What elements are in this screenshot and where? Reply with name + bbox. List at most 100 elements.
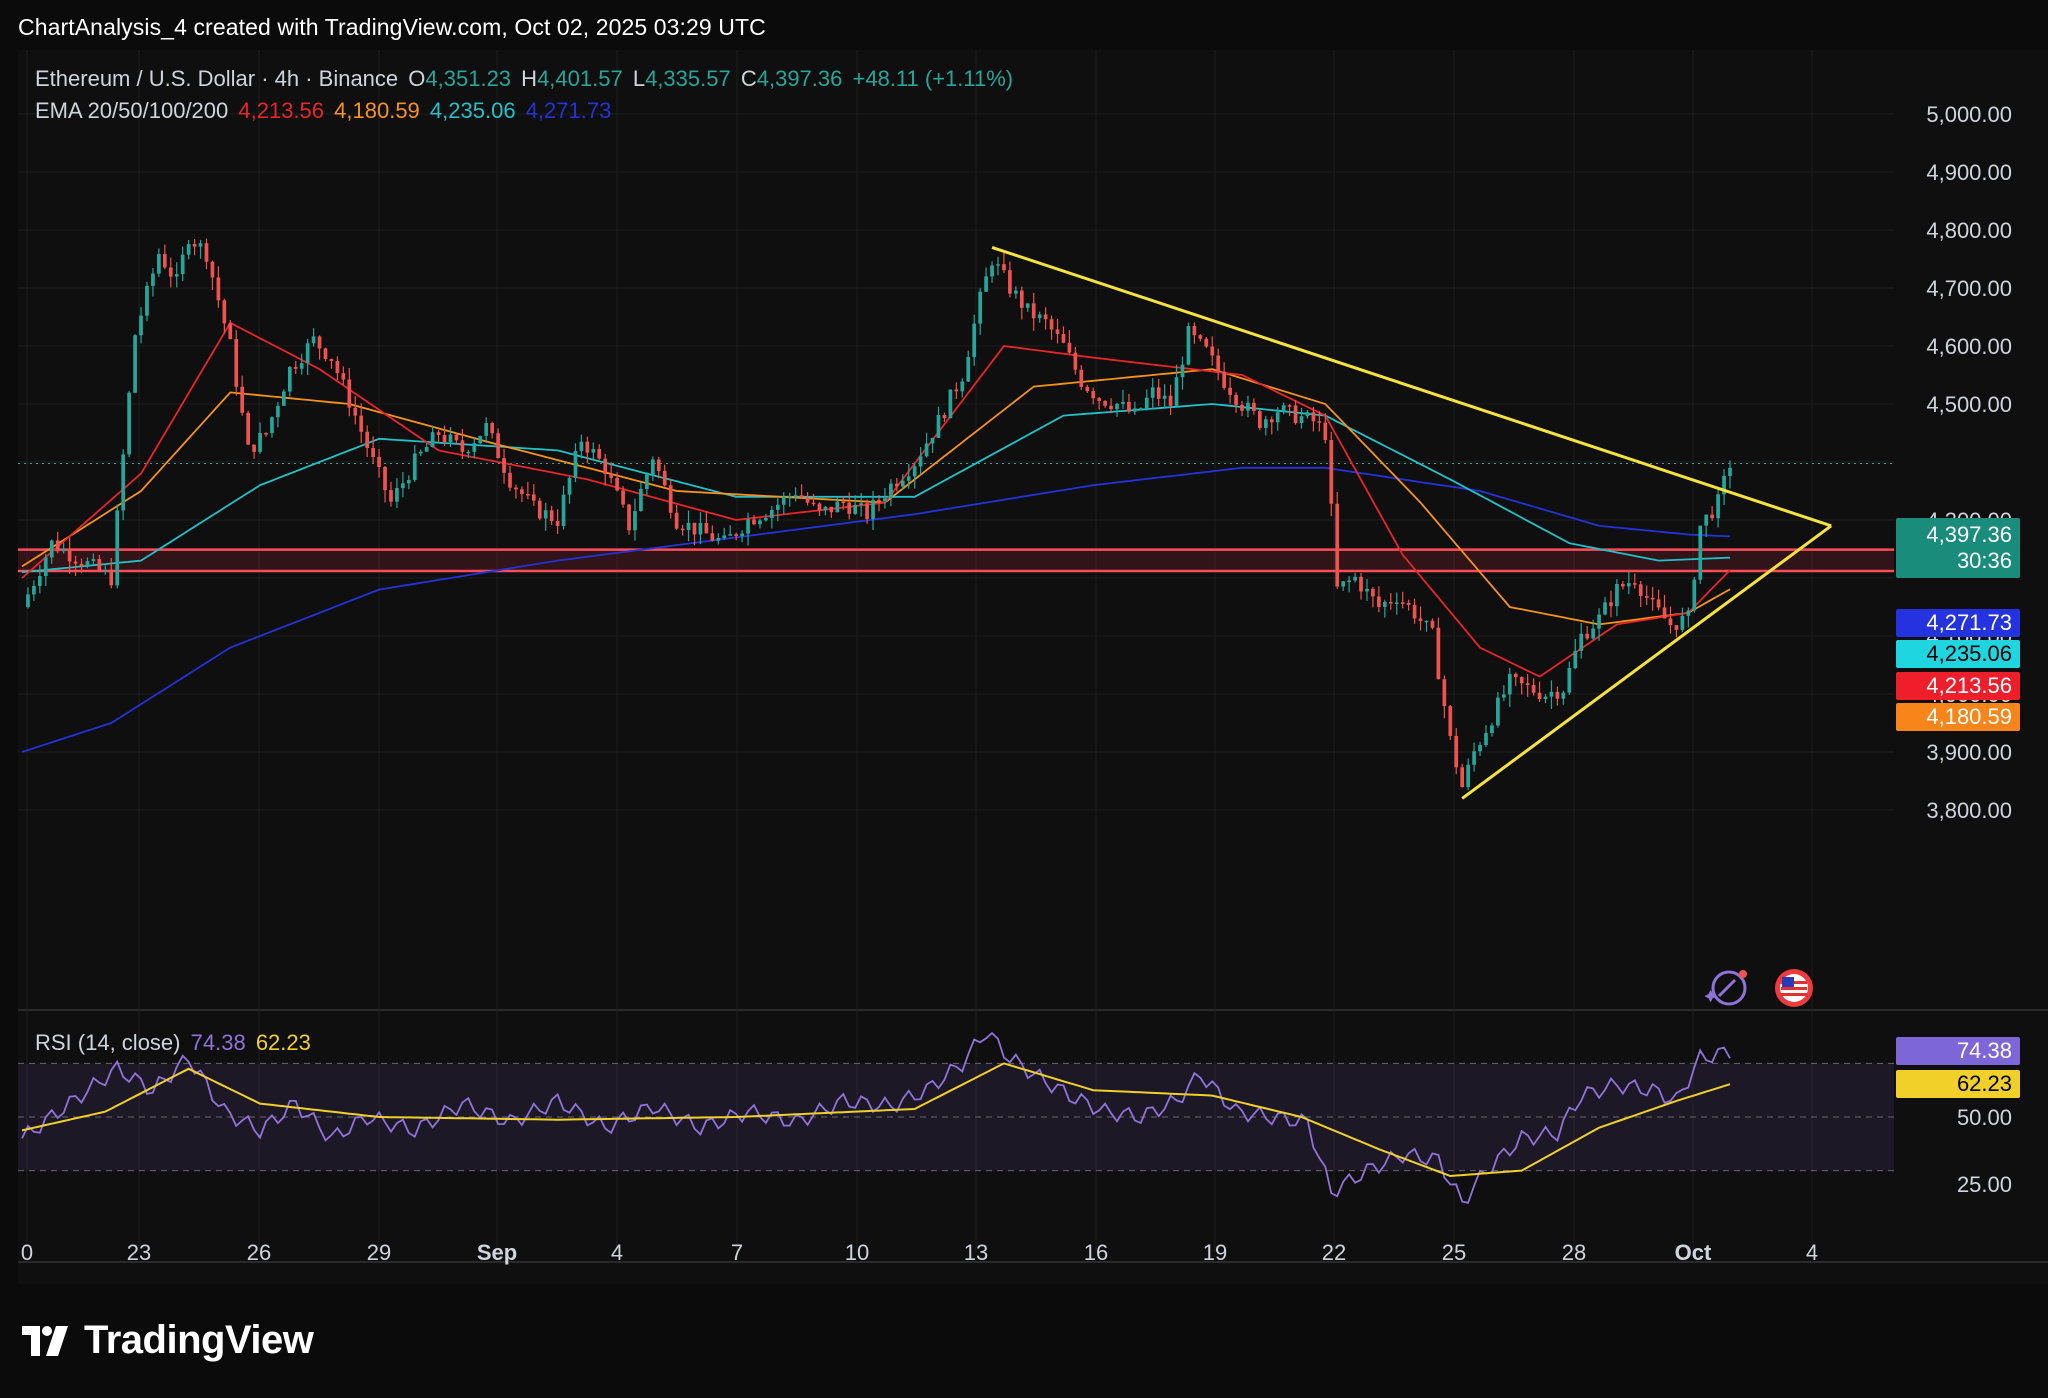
candle-body	[841, 501, 846, 504]
candle-body	[162, 254, 167, 268]
candle-body	[1085, 386, 1090, 392]
candle-body	[1507, 673, 1512, 695]
time-axis-label: 13	[964, 1240, 988, 1265]
candle-body	[359, 415, 364, 432]
candle-body	[1317, 421, 1322, 423]
chart-frame[interactable]: 5,000.00 4,900.00 4,800.00 4,700.00 4,600.00…	[18, 50, 2048, 1284]
candle-body	[948, 389, 953, 419]
candle-body	[1127, 401, 1131, 412]
candle-body	[865, 503, 869, 519]
candle-body	[609, 474, 614, 478]
time-axis-label: 19	[1203, 1240, 1227, 1265]
rsi-ma-tag: 62.23	[1896, 1070, 2020, 1098]
candle-body	[615, 477, 619, 491]
candle-body	[1204, 338, 1209, 347]
candle-body	[276, 405, 280, 418]
candle-body	[633, 511, 637, 531]
candle-body	[1299, 416, 1304, 424]
candle-body	[514, 487, 518, 490]
candle-body	[472, 443, 477, 452]
rsi-ma-value: 62.23	[255, 1030, 311, 1055]
candle-body	[246, 412, 250, 445]
candle-body	[127, 392, 131, 455]
candle-body	[377, 457, 381, 468]
candle-body	[317, 336, 322, 349]
candle-body	[680, 528, 685, 531]
candle-body	[186, 244, 191, 255]
price-axis-label: 3,900.00	[1926, 740, 2012, 765]
candle-body	[1144, 397, 1149, 409]
candle-body	[347, 379, 352, 408]
price-chart[interactable]: 5,000.00 4,900.00 4,800.00 4,700.00 4,600.00…	[18, 50, 2048, 1284]
candle-body	[1478, 745, 1482, 752]
candle-body	[752, 519, 756, 525]
candle-body	[1275, 412, 1280, 423]
candle-body	[1525, 683, 1530, 686]
candle-body	[1043, 314, 1048, 320]
candle-body	[1156, 387, 1161, 399]
candle-body	[978, 291, 982, 324]
candle-body	[323, 348, 328, 360]
candle-body	[567, 477, 572, 495]
candle-body	[478, 435, 483, 444]
rsi-label[interactable]: RSI (14, close)	[35, 1030, 181, 1055]
candle-body	[1662, 607, 1667, 619]
us-market-flag-icon[interactable]	[1772, 966, 1816, 1010]
candle-body	[1466, 764, 1470, 788]
candle-body	[252, 444, 256, 452]
candle-body	[412, 453, 417, 480]
logo-text: TradingView	[84, 1318, 314, 1362]
close-label: C	[740, 66, 757, 91]
candle-body	[1168, 395, 1173, 406]
descending-trendline	[991, 245, 1832, 528]
candle-body	[1644, 596, 1649, 598]
candle-body	[668, 485, 673, 513]
candle-body	[496, 433, 500, 459]
candle-body	[1626, 583, 1631, 587]
tradingview-logo[interactable]: TradingView	[22, 1318, 314, 1363]
candle-body	[984, 276, 988, 292]
candle-body	[436, 432, 441, 435]
candle-body	[764, 518, 768, 521]
candle-body	[1037, 314, 1042, 319]
candle-body	[650, 459, 655, 475]
candle-body	[746, 519, 750, 534]
candle-body	[466, 451, 471, 454]
candle-body	[371, 448, 375, 458]
candle-body	[1430, 620, 1435, 628]
price-axis-label: 4,900.00	[1926, 160, 2012, 185]
candle-body	[335, 361, 340, 374]
candle-body	[1359, 576, 1363, 592]
candle-body	[627, 504, 631, 531]
candle-body	[716, 538, 721, 541]
candle-body	[543, 510, 548, 519]
price-axis-label: 4,700.00	[1926, 276, 2012, 301]
candle-body	[1585, 633, 1590, 639]
candle-body	[1281, 405, 1286, 413]
rsi-tag: 74.38	[1896, 1037, 2020, 1065]
candle-body	[43, 557, 48, 577]
magic-wand-icon[interactable]	[1704, 966, 1749, 1010]
candle-body	[1680, 615, 1685, 630]
candle-body	[1311, 412, 1316, 422]
candle-body	[954, 389, 959, 392]
candle-body	[1448, 706, 1453, 736]
candle-body	[1365, 588, 1369, 592]
candle-body	[1014, 290, 1018, 294]
candle-body	[799, 495, 804, 498]
candle-body	[1186, 325, 1191, 365]
candle-body	[1502, 694, 1506, 698]
candle-body	[924, 443, 929, 457]
candle-body	[1722, 475, 1726, 495]
candle-body	[918, 456, 923, 467]
symbol-label[interactable]: Ethereum / U.S. Dollar · 4h · Binance	[35, 66, 399, 91]
candle-body	[662, 470, 667, 486]
candle-body	[311, 336, 316, 344]
candle-body	[823, 506, 828, 511]
candle-body	[502, 458, 506, 473]
ema-label[interactable]: EMA 20/50/100/200	[35, 98, 229, 123]
candle-body	[877, 499, 881, 502]
candle-body	[781, 496, 786, 505]
bar-countdown: 30:36	[1956, 548, 2012, 573]
candle-body	[1490, 725, 1494, 734]
